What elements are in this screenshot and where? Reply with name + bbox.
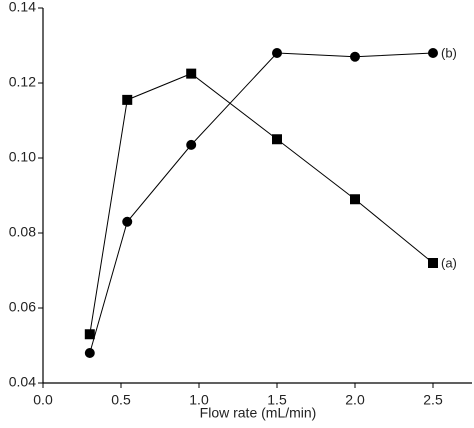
y-tick-label: 0.08 [9,224,36,240]
point [122,94,133,105]
y-tick-label: 0.06 [9,299,36,315]
x-tick-label: 0.5 [111,392,131,408]
legend-label: (b) [441,45,457,60]
y-tick-label: 0.14 [9,0,36,15]
point [272,48,282,58]
point [84,329,95,340]
point [122,216,133,227]
x-axis-label: Flow rate (mL/min) [200,405,317,421]
series-line [89,52,434,354]
point [428,48,438,58]
legend-label: (a) [441,255,457,270]
point [350,194,360,205]
series-line [89,73,434,335]
x-tick-label: 1.5 [267,392,287,408]
point [186,68,197,79]
point [272,134,282,145]
y-tick-label: 0.12 [9,74,36,90]
point [350,51,360,62]
x-tick-label: 2.5 [423,392,443,408]
y-tick-label: 0.04 [9,374,36,390]
y-tick-label: 0.10 [9,149,36,165]
x-tick-label: 1.0 [189,392,209,408]
point [84,348,95,358]
x-tick-label: 0.0 [33,392,53,408]
point [186,139,197,150]
point [428,258,438,268]
x-tick-label: 2.0 [345,392,365,408]
